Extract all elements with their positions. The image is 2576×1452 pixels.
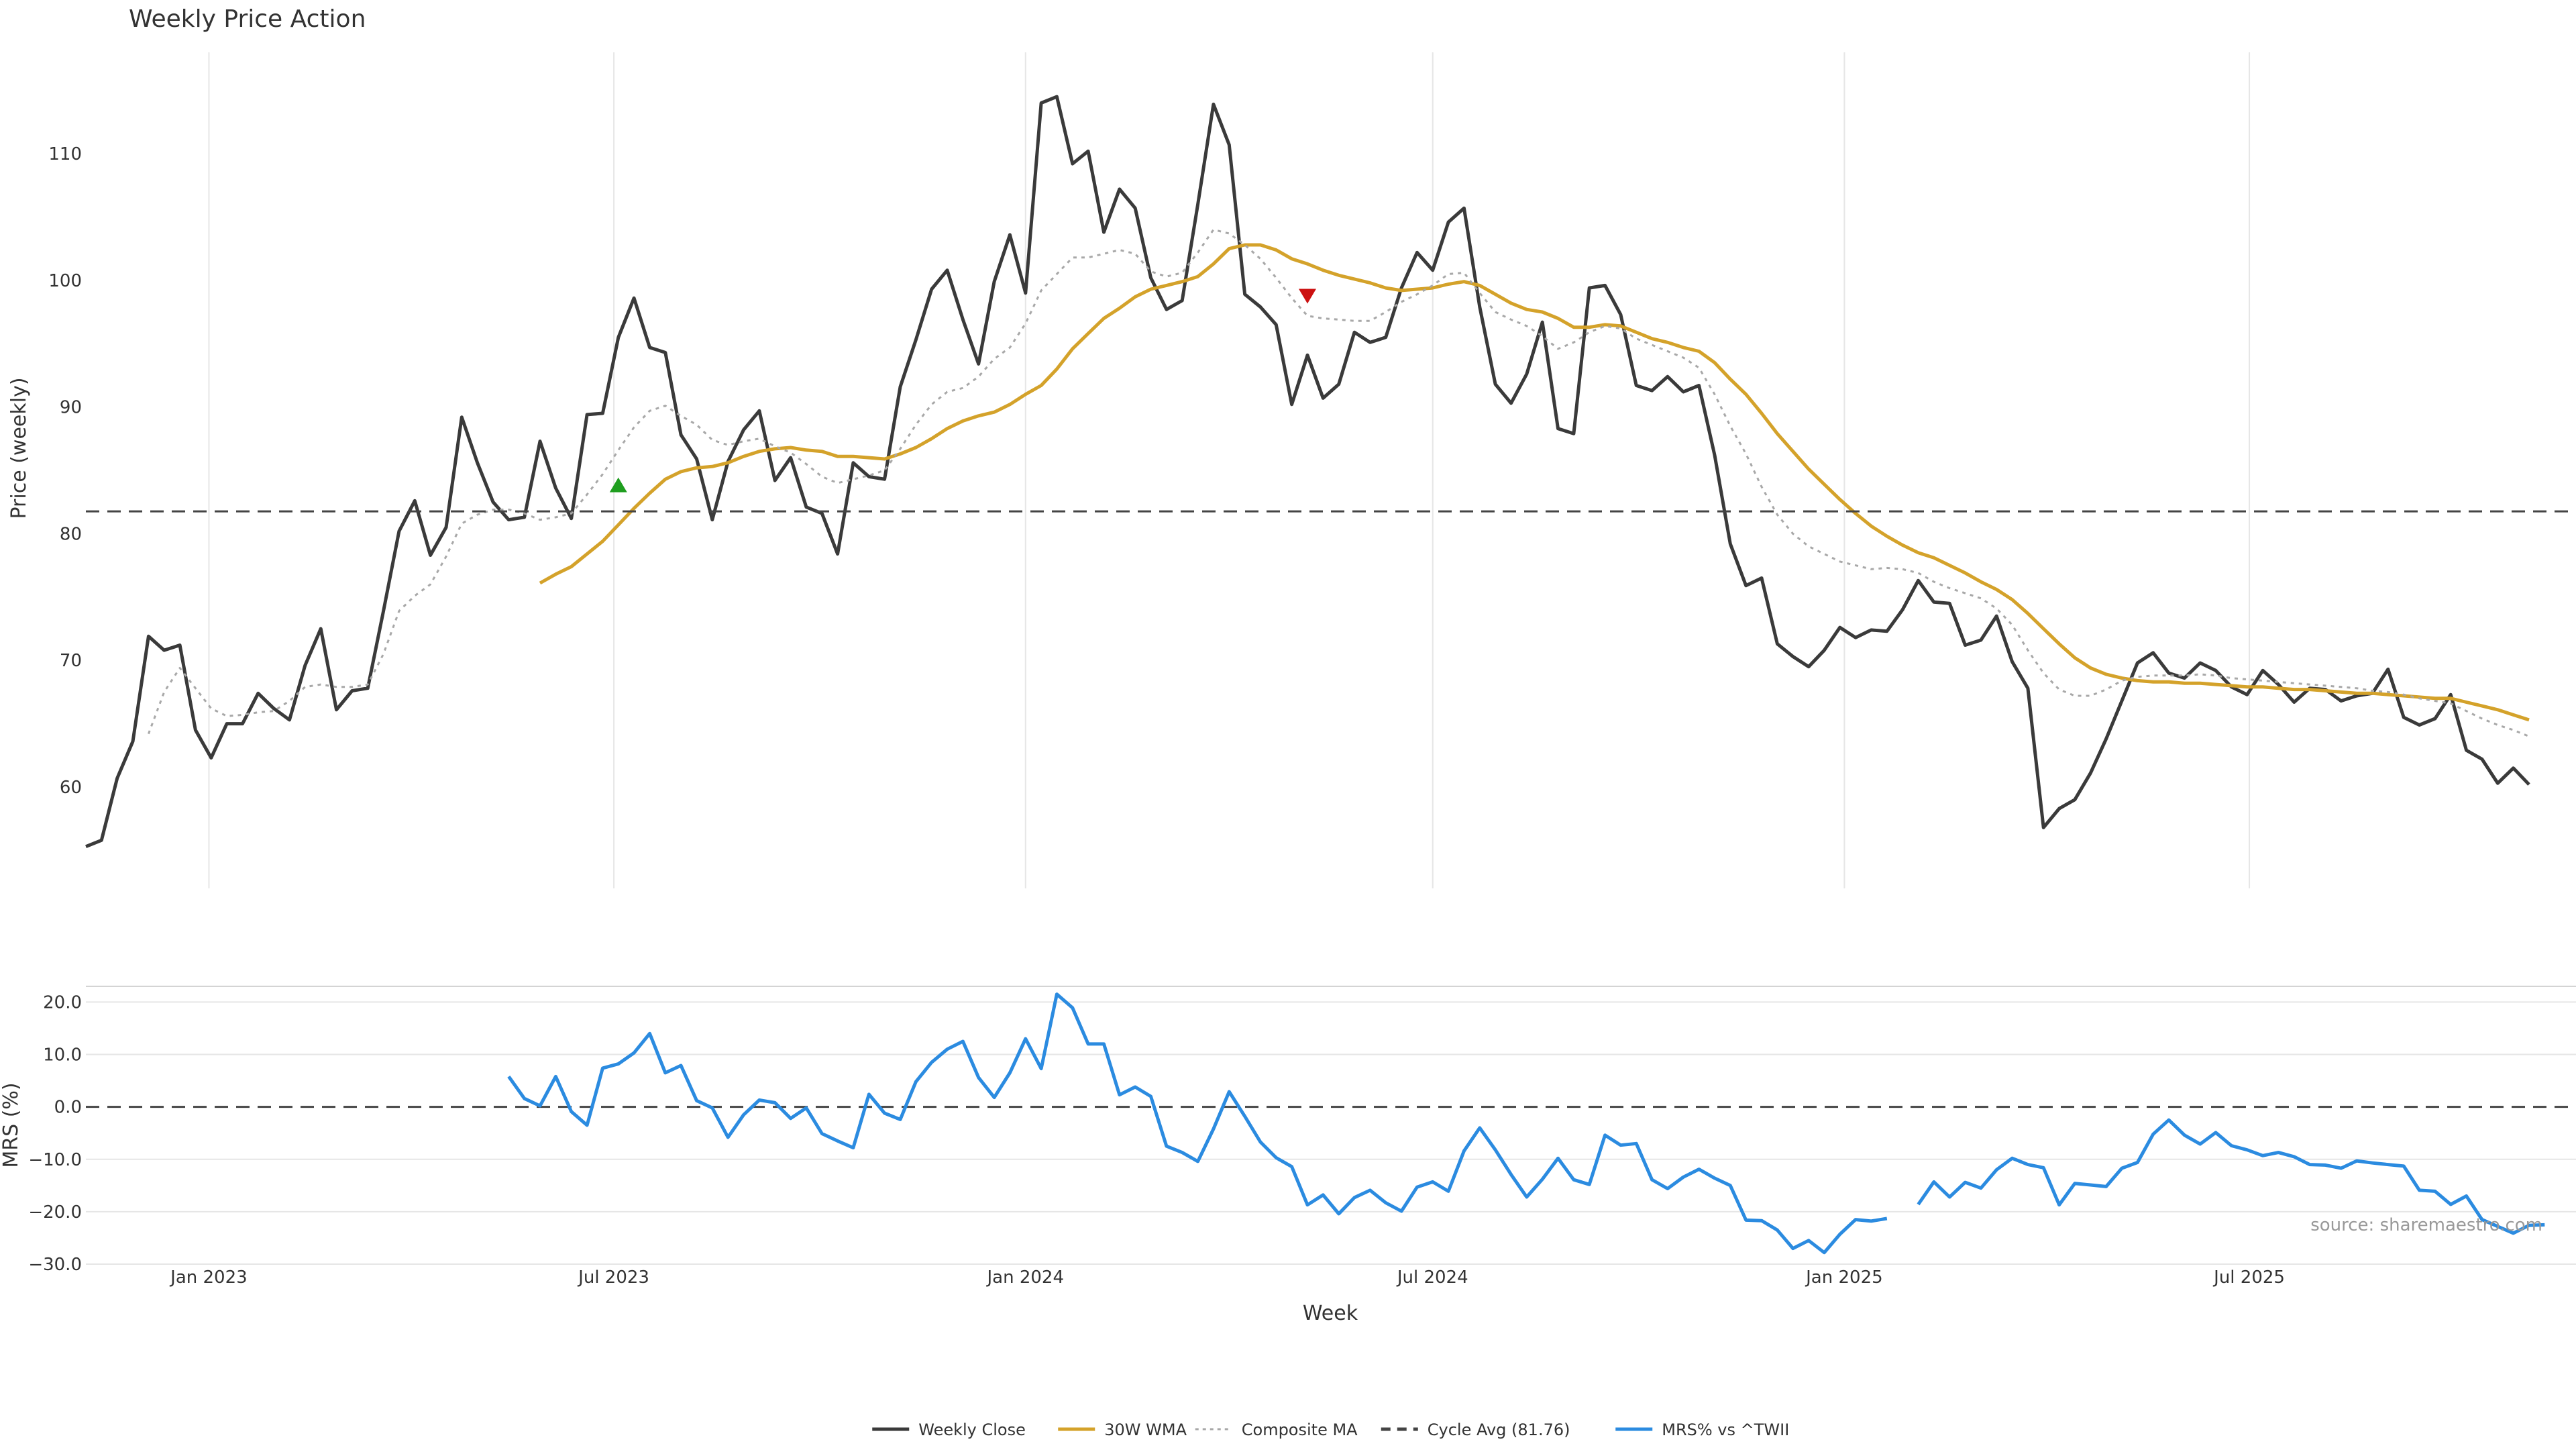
mrs-y-axis-label: MRS (%) — [0, 1082, 23, 1168]
series-line-weekly-close — [85, 95, 2530, 849]
x-axis-ticks: Jan 2023 Jul 2023 Jan 2024 Jul 2024 Jan 2025… — [169, 1267, 2285, 1288]
legend-item: MRS% vs ^TWII — [1615, 1420, 1789, 1439]
x-tick-label: Jan 2024 — [985, 1267, 1064, 1288]
mrs-lines — [507, 992, 2545, 1255]
series-line-composite-ma — [147, 228, 2530, 737]
legend-label: MRS% vs ^TWII — [1662, 1420, 1789, 1439]
legend-label: Composite MA — [1242, 1420, 1358, 1439]
signal-markers — [609, 289, 1316, 492]
mrs-y-tick-label: −30.0 — [28, 1255, 82, 1275]
mrs-y-tick-label: −10.0 — [28, 1150, 82, 1170]
series-line-mrs — [1917, 1118, 2545, 1235]
source-annotation: source: sharemaestro.com — [2310, 1215, 2542, 1235]
x-tick-label: Jan 2023 — [169, 1267, 248, 1288]
legend-label: Cycle Avg (81.76) — [1428, 1420, 1570, 1439]
legend-label: 30W WMA — [1104, 1420, 1187, 1439]
mrs-y-ticks: −30.0 −20.0 −10.0 0.0 10.0 20.0 — [28, 992, 82, 1275]
legend-item: Weekly Close — [872, 1420, 1026, 1439]
price-y-axis-label: Price (weekly) — [7, 377, 31, 519]
legend-item: 30W WMA — [1058, 1420, 1187, 1439]
price-y-tick-label: 70 — [60, 651, 82, 671]
mrs-y-tick-label: 10.0 — [43, 1045, 82, 1066]
price-grid — [208, 52, 2251, 888]
legend-item: Cycle Avg (81.76) — [1381, 1420, 1570, 1439]
mrs-y-tick-label: −20.0 — [28, 1202, 82, 1223]
legend-label: Weekly Close — [918, 1420, 1026, 1439]
price-lines — [85, 95, 2576, 849]
series-line-mrs — [507, 992, 1888, 1255]
price-y-tick-label: 110 — [48, 144, 82, 164]
price-y-tick-label: 90 — [60, 398, 82, 418]
mrs-grid — [86, 1001, 2576, 1265]
x-tick-label: Jul 2023 — [577, 1267, 649, 1288]
x-tick-label: Jul 2024 — [1396, 1267, 1468, 1288]
legend-item: Composite MA — [1195, 1420, 1358, 1439]
buy-signal-marker — [609, 477, 627, 492]
price-y-ticks: 60 70 80 90 100 110 — [48, 144, 82, 798]
x-tick-label: Jan 2025 — [1805, 1267, 1883, 1288]
mrs-y-tick-label: 20.0 — [43, 992, 82, 1013]
series-line-30w-wma — [539, 243, 2530, 722]
x-axis-label: Week — [1303, 1302, 1358, 1325]
price-y-tick-label: 80 — [60, 524, 82, 544]
legend: Weekly Close 30W WMA Composite MA Cycle Avg… — [872, 1420, 1789, 1439]
price-y-tick-label: 100 — [48, 271, 82, 291]
chart-title: Weekly Price Action — [129, 5, 366, 33]
sell-signal-marker — [1298, 289, 1316, 304]
mrs-y-tick-label: 0.0 — [54, 1098, 82, 1118]
price-y-tick-label: 60 — [60, 778, 82, 798]
x-tick-label: Jul 2025 — [2212, 1267, 2285, 1288]
